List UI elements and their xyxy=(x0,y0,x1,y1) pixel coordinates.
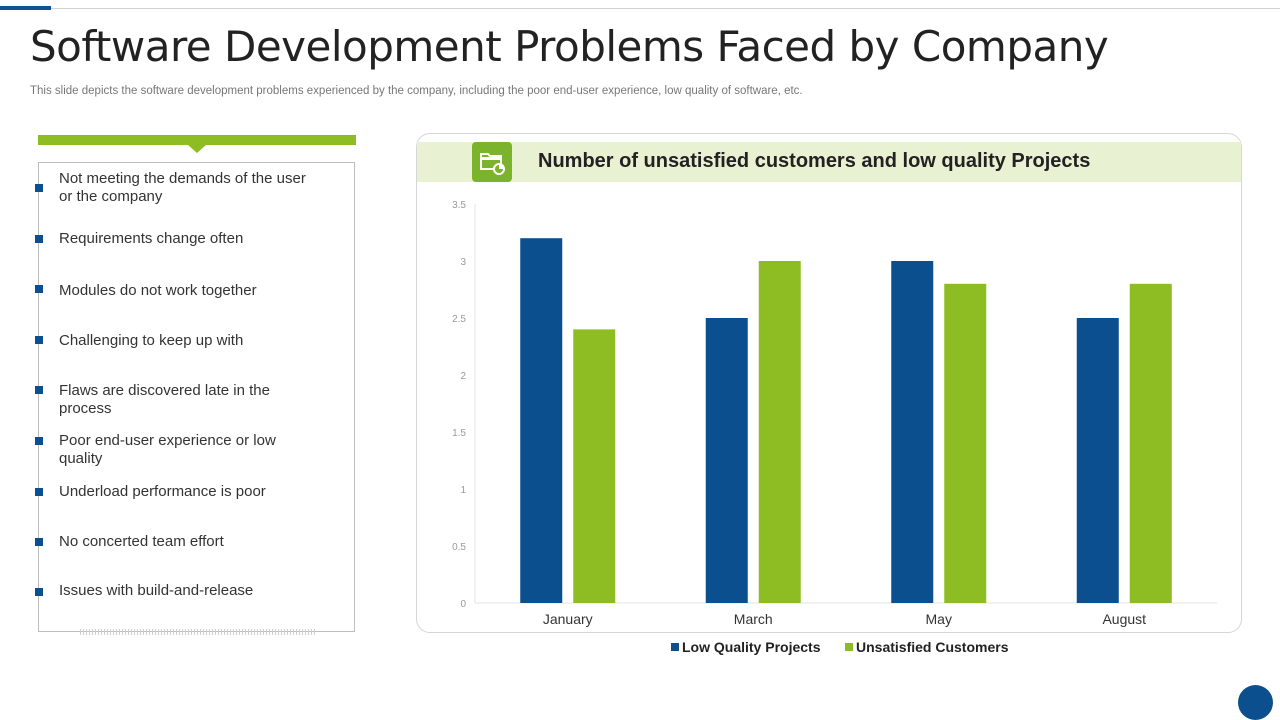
problem-text: Issues with build-and-release xyxy=(59,582,254,599)
bar-low-quality-projects xyxy=(705,318,748,603)
y-tick-label: 0.5 xyxy=(452,542,466,553)
page-title: Software Development Problems Faced by C… xyxy=(30,22,1109,71)
page-subtitle: This slide depicts the software developm… xyxy=(30,85,803,97)
top-divider xyxy=(0,8,1280,9)
legend-label: Low Quality Projects xyxy=(682,639,821,655)
y-tick-label: 2 xyxy=(460,371,466,382)
bar-unsatisfied-customers xyxy=(758,261,801,603)
problem-text: Modules do not work together xyxy=(59,282,257,299)
bar-unsatisfied-customers xyxy=(1129,283,1172,603)
problems-panel-header xyxy=(38,135,356,145)
problems-panel-notch xyxy=(188,145,206,153)
problem-text: Challenging to keep up with xyxy=(59,332,244,349)
problem-text: Flaws are discovered late in the process xyxy=(59,382,270,417)
bullet-icon xyxy=(35,588,43,596)
problem-text: Poor end-user experience or low quality xyxy=(59,432,276,467)
problem-text: No concerted team effort xyxy=(59,533,224,550)
x-tick-label: March xyxy=(734,611,773,627)
bar-low-quality-projects xyxy=(891,261,934,603)
bullet-icon xyxy=(35,538,43,546)
bullet-icon xyxy=(35,437,43,445)
x-tick-label: January xyxy=(543,611,593,627)
bullet-icon xyxy=(35,235,43,243)
top-accent-bar xyxy=(0,6,51,10)
bullet-icon xyxy=(35,386,43,394)
chart-card xyxy=(416,133,1242,633)
y-tick-label: 3.5 xyxy=(452,200,466,211)
bar-low-quality-projects xyxy=(1076,318,1119,603)
x-tick-label: May xyxy=(926,611,952,627)
problems-panel-footer-pattern xyxy=(80,629,315,635)
bullet-icon xyxy=(35,285,43,293)
bullet-icon xyxy=(35,336,43,344)
y-tick-label: 2.5 xyxy=(452,314,466,325)
problem-text: Not meeting the demands of the user or t… xyxy=(59,170,306,205)
bar-unsatisfied-customers xyxy=(573,329,616,603)
folder-chart-icon xyxy=(472,142,512,182)
y-tick-label: 3 xyxy=(460,257,466,268)
problem-text: Underload performance is poor xyxy=(59,483,266,500)
bar-low-quality-projects xyxy=(520,238,563,603)
legend-label: Unsatisfied Customers xyxy=(856,639,1009,655)
bar-unsatisfied-customers xyxy=(944,283,987,603)
y-tick-label: 0 xyxy=(460,599,466,610)
y-tick-label: 1.5 xyxy=(452,428,466,439)
legend-swatch xyxy=(671,643,679,651)
bullet-icon xyxy=(35,184,43,192)
y-tick-label: 1 xyxy=(460,485,466,496)
x-tick-label: August xyxy=(1102,611,1146,627)
bullet-icon xyxy=(35,488,43,496)
corner-badge xyxy=(1238,685,1273,720)
chart-header xyxy=(417,142,1241,182)
problem-text: Requirements change often xyxy=(59,230,244,247)
chart-title: Number of unsatisfied customers and low … xyxy=(538,150,1091,172)
legend-swatch xyxy=(845,643,853,651)
